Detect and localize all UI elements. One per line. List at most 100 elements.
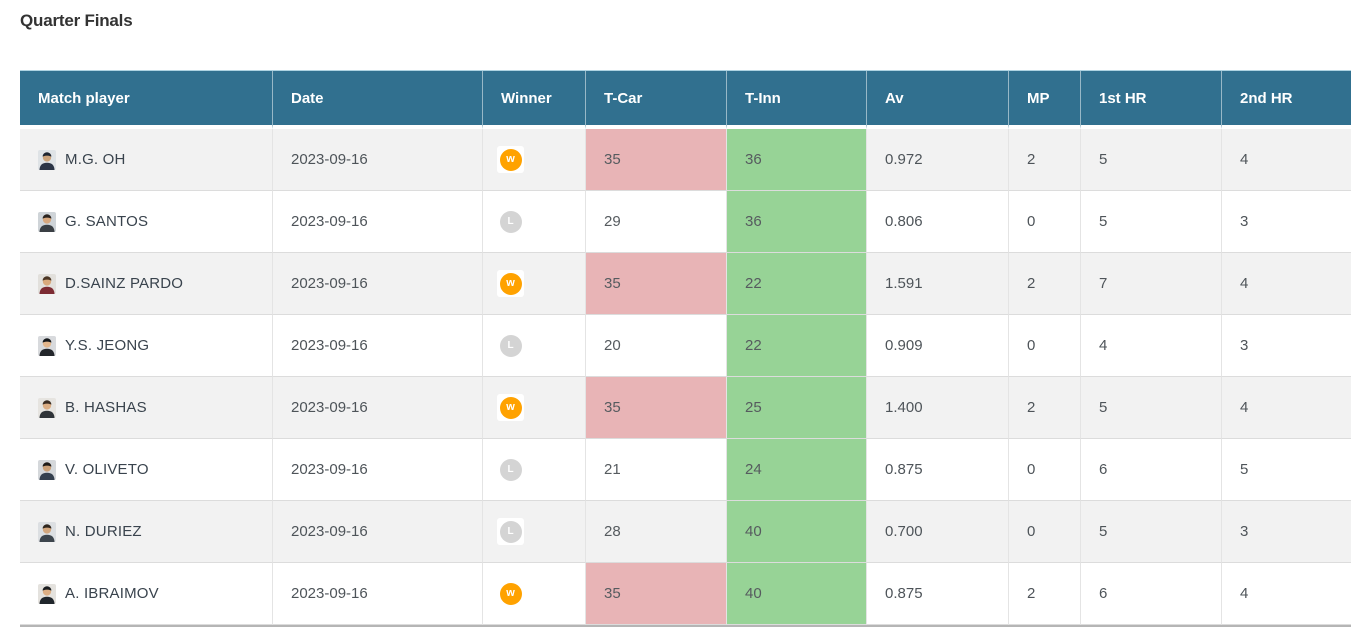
table-row: V. OLIVETO 2023-09-16 L 21 24 0.875 0 6 5 (20, 439, 1351, 501)
t-inn-cell: 36 (727, 191, 867, 253)
winner-cell: w (483, 253, 586, 315)
table-row: Y.S. JEONG 2023-09-16 L 20 22 0.909 0 4 3 (20, 315, 1351, 377)
winner-badge-box: w (497, 394, 524, 421)
first-hr-cell: 4 (1081, 315, 1222, 377)
date-cell: 2023-09-16 (273, 377, 483, 439)
second-hr-cell: 4 (1222, 129, 1351, 191)
header-row: Match player Date Winner T-Car T-Inn Av … (20, 71, 1351, 129)
t-car-cell: 28 (586, 501, 727, 563)
first-hr-cell: 7 (1081, 253, 1222, 315)
t-inn-cell: 24 (727, 439, 867, 501)
t-car-cell: 29 (586, 191, 727, 253)
winner-cell: w (483, 563, 586, 625)
winner-badge-box: w (497, 270, 524, 297)
col-header-mp: MP (1009, 71, 1081, 129)
table-row: A. IBRAIMOV 2023-09-16 w 35 40 0.875 2 6 4 (20, 563, 1351, 625)
winner-cell: L (483, 439, 586, 501)
t-car-cell: 35 (586, 253, 727, 315)
table-row: D.SAINZ PARDO 2023-09-16 w 35 22 1.591 2 7 4 (20, 253, 1351, 315)
t-car-cell: 20 (586, 315, 727, 377)
winner-badge-box: L (497, 208, 524, 235)
player-cell: D.SAINZ PARDO (20, 253, 273, 315)
first-hr-cell: 5 (1081, 501, 1222, 563)
first-hr-cell: 5 (1081, 129, 1222, 191)
mp-cell: 2 (1009, 129, 1081, 191)
second-hr-cell: 5 (1222, 439, 1351, 501)
player-cell: M.G. OH (20, 129, 273, 191)
date-cell: 2023-09-16 (273, 315, 483, 377)
mp-cell: 2 (1009, 253, 1081, 315)
player-avatar-icon (38, 459, 56, 480)
second-hr-cell: 3 (1222, 315, 1351, 377)
win-badge-icon: w (499, 148, 522, 171)
date-cell: 2023-09-16 (273, 563, 483, 625)
player-avatar-icon (38, 273, 56, 294)
table-row: B. HASHAS 2023-09-16 w 35 25 1.400 2 5 4 (20, 377, 1351, 439)
player-name: B. HASHAS (65, 399, 147, 416)
player-name: D.SAINZ PARDO (65, 275, 184, 292)
player: V. OLIVETO (38, 459, 266, 480)
t-inn-cell: 40 (727, 563, 867, 625)
player-avatar-icon (38, 583, 56, 604)
av-cell: 1.400 (867, 377, 1009, 439)
av-cell: 0.972 (867, 129, 1009, 191)
second-hr-cell: 4 (1222, 377, 1351, 439)
player-name: Y.S. JEONG (65, 337, 150, 354)
t-inn-cell: 25 (727, 377, 867, 439)
player-name: M.G. OH (65, 151, 126, 168)
second-hr-cell: 4 (1222, 563, 1351, 625)
t-car-cell: 35 (586, 377, 727, 439)
second-hr-cell: 4 (1222, 253, 1351, 315)
winner-badge-box: L (497, 518, 524, 545)
player: G. SANTOS (38, 211, 266, 232)
col-header-winner: Winner (483, 71, 586, 129)
player-avatar-icon (38, 521, 56, 542)
table-row: M.G. OH 2023-09-16 w 35 36 0.972 2 5 4 (20, 129, 1351, 191)
date-cell: 2023-09-16 (273, 439, 483, 501)
player-cell: N. DURIEZ (20, 501, 273, 563)
player: A. IBRAIMOV (38, 583, 266, 604)
av-cell: 1.591 (867, 253, 1009, 315)
table-row: N. DURIEZ 2023-09-16 L 28 40 0.700 0 5 3 (20, 501, 1351, 563)
t-inn-cell: 22 (727, 315, 867, 377)
player-cell: V. OLIVETO (20, 439, 273, 501)
table-header: Match player Date Winner T-Car T-Inn Av … (20, 71, 1351, 129)
winner-cell: L (483, 315, 586, 377)
player-avatar-icon (38, 335, 56, 356)
player-avatar-icon (38, 397, 56, 418)
mp-cell: 0 (1009, 439, 1081, 501)
winner-badge-box: w (497, 146, 524, 173)
col-header-match-player: Match player (20, 71, 273, 129)
col-header-t-car: T-Car (586, 71, 727, 129)
player: M.G. OH (38, 149, 266, 170)
first-hr-cell: 5 (1081, 377, 1222, 439)
player: D.SAINZ PARDO (38, 273, 266, 294)
date-cell: 2023-09-16 (273, 501, 483, 563)
first-hr-cell: 6 (1081, 439, 1222, 501)
player: B. HASHAS (38, 397, 266, 418)
lose-badge-icon: L (499, 210, 522, 233)
page-title: Quarter Finals (20, 11, 133, 30)
player-name: V. OLIVETO (65, 461, 149, 478)
t-inn-cell: 22 (727, 253, 867, 315)
player-cell: A. IBRAIMOV (20, 563, 273, 625)
lose-badge-icon: L (499, 334, 522, 357)
winner-badge-box: w (497, 580, 524, 607)
player: Y.S. JEONG (38, 335, 266, 356)
av-cell: 0.806 (867, 191, 1009, 253)
player-name: N. DURIEZ (65, 523, 142, 540)
win-badge-icon: w (499, 396, 522, 419)
player-name: A. IBRAIMOV (65, 585, 159, 602)
player-avatar-icon (38, 149, 56, 170)
lose-badge-icon: L (499, 458, 522, 481)
t-car-cell: 35 (586, 129, 727, 191)
col-header-t-inn: T-Inn (727, 71, 867, 129)
results-table: Match player Date Winner T-Car T-Inn Av … (20, 70, 1351, 627)
first-hr-cell: 5 (1081, 191, 1222, 253)
player-cell: Y.S. JEONG (20, 315, 273, 377)
av-cell: 0.875 (867, 439, 1009, 501)
winner-badge-box: L (497, 456, 524, 483)
t-inn-cell: 40 (727, 501, 867, 563)
player-cell: B. HASHAS (20, 377, 273, 439)
mp-cell: 0 (1009, 315, 1081, 377)
